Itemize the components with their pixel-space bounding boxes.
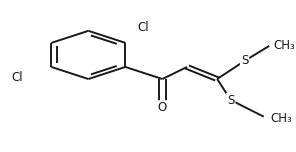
Text: O: O <box>158 101 167 114</box>
Text: CH₃: CH₃ <box>273 39 295 52</box>
Text: CH₃: CH₃ <box>271 112 292 125</box>
Text: S: S <box>241 54 248 67</box>
Text: Cl: Cl <box>12 71 23 84</box>
Text: Cl: Cl <box>138 21 149 34</box>
Text: S: S <box>227 94 234 107</box>
